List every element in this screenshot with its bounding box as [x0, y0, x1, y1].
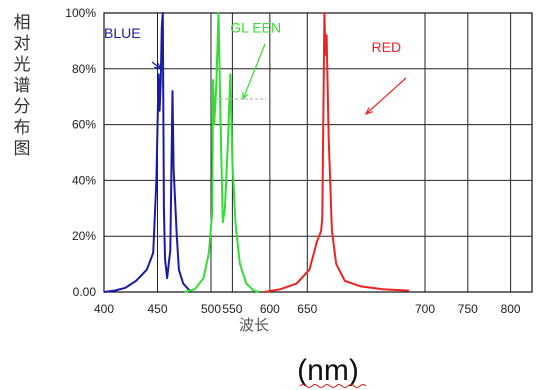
y-tick-label: 60%	[72, 118, 96, 132]
tick-labels: 0.00 20% 40% 60% 80% 100% 400 450 500 550 600 650 70…	[65, 6, 521, 316]
x-tick-label: 600	[260, 302, 280, 316]
axes	[103, 12, 533, 293]
annotation-label-1: GL EEN	[230, 20, 281, 36]
y-tick-label: 100%	[65, 6, 96, 20]
plot-frame	[103, 12, 533, 293]
x-axis-unit-label: (nm)	[297, 354, 359, 387]
annotation-arrowhead-0	[154, 62, 163, 70]
x-tick-label: 650	[297, 302, 317, 316]
unit-underline-squiggle	[299, 384, 367, 388]
annotation-leader-0	[151, 61, 162, 70]
x-tick-label: 450	[147, 302, 167, 316]
series-layer	[103, 12, 409, 293]
annotation-layer: BLUE GL EEN RED	[104, 20, 407, 116]
x-tick-label: 500	[201, 302, 221, 316]
x-tick-label: 550	[222, 302, 242, 316]
series-line-green	[184, 12, 260, 293]
annotation-arrowhead-2	[364, 107, 373, 116]
x-tick-label: 700	[415, 302, 435, 316]
x-axis-label: 波长	[239, 316, 269, 334]
y-axis-label: 相对光谱分布图	[14, 13, 31, 159]
series-line-red	[264, 12, 409, 293]
y-tick-label: 40%	[72, 173, 96, 187]
x-tick-label: 400	[94, 302, 114, 316]
annotation-label-2: RED	[372, 39, 402, 55]
y-tick-label: 0.00	[73, 285, 97, 299]
annotation-leader-2	[365, 77, 407, 115]
y-tick-label: 80%	[72, 62, 96, 76]
y-tick-label: 20%	[72, 229, 96, 243]
series-line-blue	[103, 12, 191, 293]
x-tick-label: 750	[458, 302, 478, 316]
annotation-leader-1	[242, 43, 266, 100]
x-tick-label: 800	[501, 302, 521, 316]
annotation-label-0: BLUE	[104, 25, 141, 41]
